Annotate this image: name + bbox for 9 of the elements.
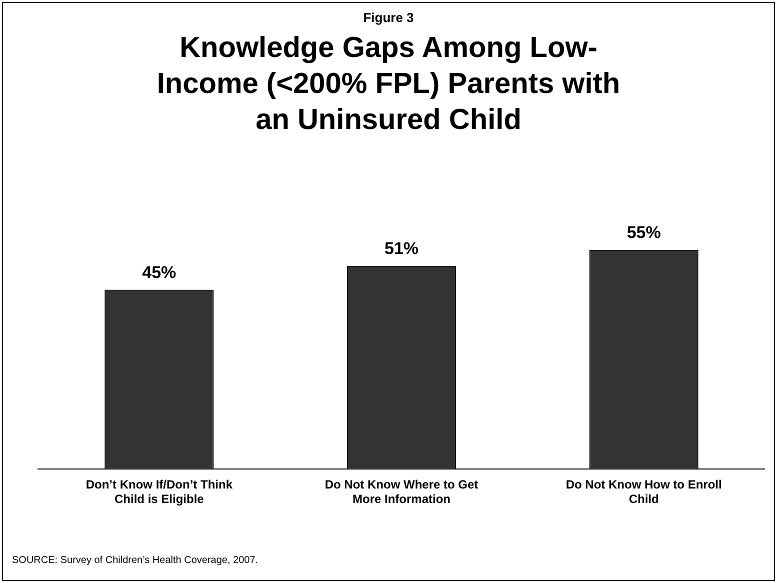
x-tick-label: Do Not Know Where to Get More Information: [324, 478, 478, 506]
x-tick-label: Don’t Know If/Don’t Think Child is Eligible: [86, 478, 233, 506]
data-label: 55%: [626, 223, 661, 242]
source-note: SOURCE: Survey of Children’s Health Coverage, 2007.: [12, 555, 258, 566]
x-tick-label: Do Not Know How to Enroll Child: [566, 478, 722, 506]
data-label: 45%: [142, 262, 176, 282]
chart-subtitle: Figure 3: [362, 10, 415, 25]
data-label: 51%: [384, 239, 419, 258]
chart-title: Knowledge Gaps Among Low-Income (<200% FPL) Parents with an Uninsured Child: [156, 31, 622, 138]
